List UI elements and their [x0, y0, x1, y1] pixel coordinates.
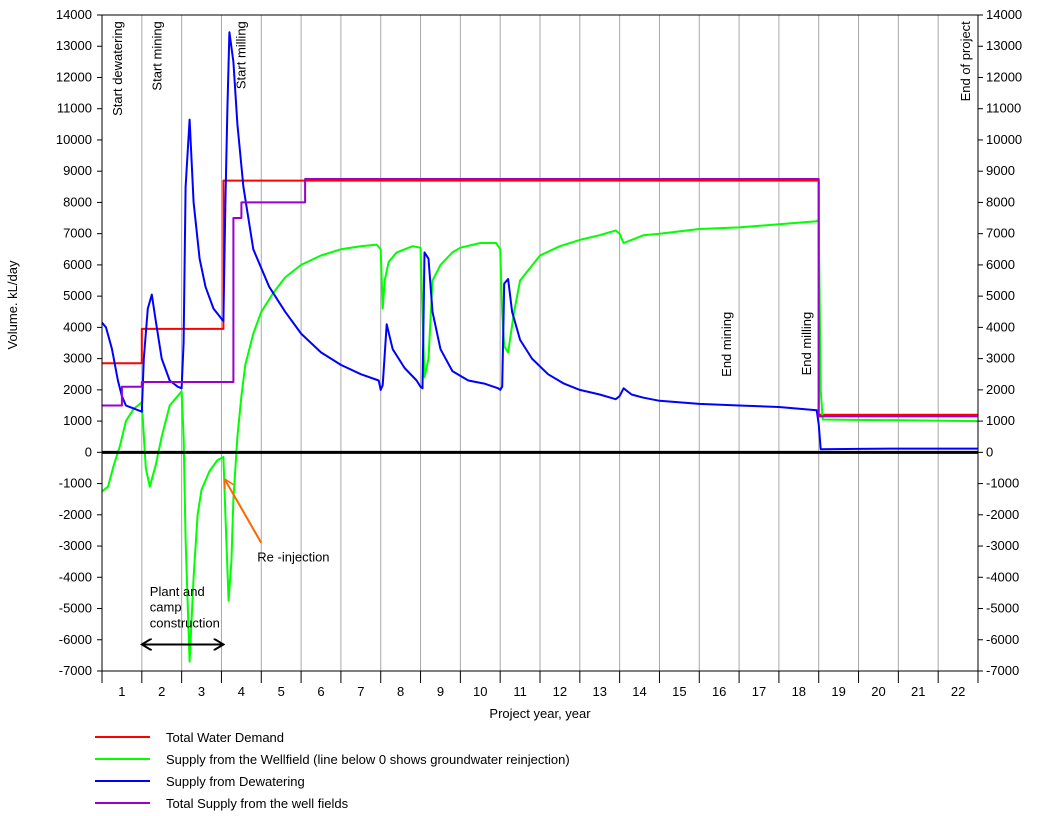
x-tick-label: 9	[437, 684, 444, 699]
y-tick-label-left: 11000	[57, 101, 92, 116]
x-tick-label: 6	[317, 684, 324, 699]
y-tick-label-left: -6000	[59, 632, 92, 647]
legend-label: Supply from Dewatering	[166, 774, 305, 789]
y-tick-label-left: 9000	[63, 163, 92, 178]
series-line-2	[101, 218, 979, 663]
y-tick-label-left: -5000	[59, 601, 92, 616]
legend-label: Total Supply from the well fields	[166, 796, 349, 811]
annotation-label: End milling	[799, 312, 814, 376]
y-tick-label-left: 5000	[63, 288, 92, 303]
y-tick-label-right: -6000	[986, 632, 1019, 647]
x-tick-label: 22	[951, 684, 965, 699]
y-tick-label-right: 2000	[986, 382, 1015, 397]
annotation-label: Start milling	[233, 21, 248, 89]
x-tick-label: 1	[118, 684, 125, 699]
y-tick-label-left: 4000	[63, 319, 92, 334]
x-tick-label: 15	[672, 684, 686, 699]
x-tick-label: 2	[158, 684, 165, 699]
y-tick-label-right: -4000	[986, 569, 1019, 584]
y-tick-label-left: -1000	[59, 476, 92, 491]
annotation-label: End mining	[719, 312, 734, 377]
x-tick-label: 16	[712, 684, 726, 699]
y-tick-label-right: 9000	[986, 163, 1015, 178]
y-tick-label-left: -7000	[59, 663, 92, 678]
y-tick-label-right: 10000	[986, 132, 1022, 147]
reinjection-arrow	[225, 480, 263, 544]
y-tick-label-right: -3000	[986, 538, 1019, 553]
y-tick-label-left: 7000	[63, 226, 92, 241]
annotation-label: Start dewatering	[110, 21, 125, 116]
annotation-label: Plant and	[150, 584, 205, 599]
x-tick-label: 18	[792, 684, 806, 699]
x-tick-label: 7	[357, 684, 364, 699]
y-tick-label-left: 2000	[63, 382, 92, 397]
x-tick-label: 12	[553, 684, 567, 699]
y-tick-label-right: 14000	[986, 7, 1022, 22]
x-tick-label: 4	[238, 684, 245, 699]
series-lines	[101, 31, 979, 663]
y-tick-label-left: 13000	[56, 38, 92, 53]
series-line-4	[102, 178, 978, 418]
y-tick-label-right: 1000	[986, 413, 1015, 428]
y-tick-label-right: 6000	[986, 257, 1015, 272]
annotation-label: Start mining	[150, 21, 165, 90]
x-tick-label: 13	[592, 684, 606, 699]
x-tick-label: 21	[911, 684, 925, 699]
y-tick-label-left: 14000	[56, 7, 92, 22]
x-tick-label: 8	[397, 684, 404, 699]
legend-label: Supply from the Wellfield (line below 0 …	[166, 752, 570, 767]
y-tick-label-right: 12000	[986, 69, 1022, 84]
y-tick-label-left: -3000	[59, 538, 92, 553]
y-tick-label-left: 1000	[63, 413, 92, 428]
y-tick-label-right: 8000	[986, 194, 1015, 209]
legend-label: Total Water Demand	[166, 730, 284, 745]
x-tick-label: 10	[473, 684, 487, 699]
y-tick-label-left: 6000	[63, 257, 92, 272]
x-tick-label: 20	[871, 684, 885, 699]
y-tick-label-left: 12000	[56, 69, 92, 84]
x-tick-label: 14	[632, 684, 646, 699]
axes: -7000 -7000 -6000 -6000 -5000 -5000 -4000 -4000…	[56, 7, 1022, 699]
y-tick-label-left: 8000	[63, 194, 92, 209]
annotation-label: End of project	[958, 21, 973, 102]
y-tick-label-right: -7000	[986, 663, 1019, 678]
x-axis-label: Project year, year	[489, 706, 591, 721]
y-tick-label-left: 0	[85, 444, 92, 459]
legend: Total Water Demand Supply from the Wellfi…	[95, 730, 570, 811]
y-tick-label-right: -1000	[986, 476, 1019, 491]
x-tick-label: 11	[513, 684, 527, 699]
y-tick-label-right: -5000	[986, 601, 1019, 616]
y-tick-label-right: 3000	[986, 351, 1015, 366]
annotation-label: camp	[150, 600, 182, 615]
x-tick-label: 17	[752, 684, 766, 699]
y-tick-label-left: 3000	[63, 351, 92, 366]
x-tick-label: 5	[278, 684, 285, 699]
y-tick-label-right: 4000	[986, 319, 1015, 334]
annotation-label: construction	[150, 615, 220, 630]
y-tick-label-right: 11000	[986, 101, 1021, 116]
y-tick-label-right: 5000	[986, 288, 1015, 303]
y-tick-label-left: 10000	[56, 132, 92, 147]
y-tick-label-left: -2000	[59, 507, 92, 522]
y-tick-label-right: 7000	[986, 226, 1015, 241]
y-tick-label-right: 13000	[986, 38, 1022, 53]
annotations: Start dewatering Start mining Start millin…	[110, 21, 973, 645]
x-tick-label: 3	[198, 684, 205, 699]
x-tick-label: 19	[831, 684, 845, 699]
annotation-label: Re -injection	[257, 550, 329, 565]
y-tick-label-left: -4000	[59, 569, 92, 584]
y-axis-label: Volume. kL/day	[5, 260, 20, 349]
y-tick-label-right: 0	[986, 444, 993, 459]
y-tick-label-right: -2000	[986, 507, 1019, 522]
